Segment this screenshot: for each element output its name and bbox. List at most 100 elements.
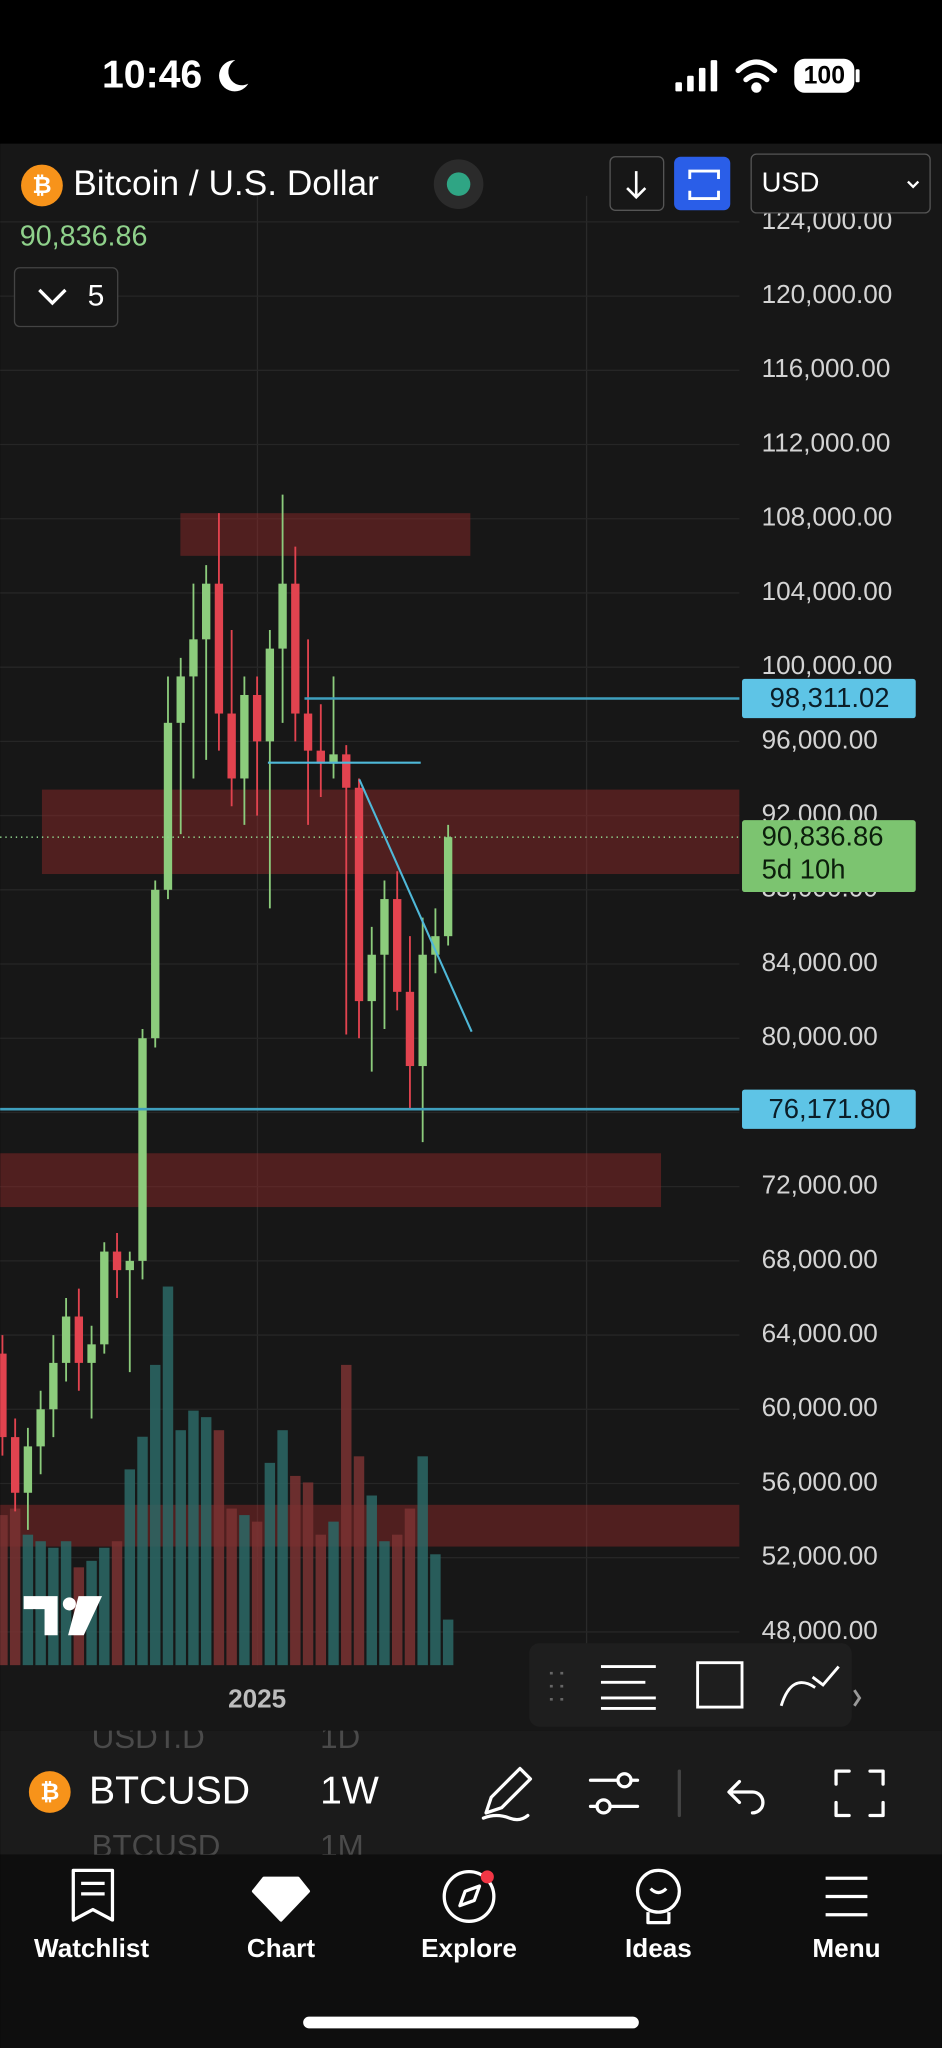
- candle-body: [0, 1353, 7, 1438]
- volume-bar: [175, 1430, 186, 1666]
- price-line-label: 76,171.80: [769, 1093, 891, 1124]
- candle-body: [10, 1437, 20, 1493]
- btc-icon[interactable]: [28, 1771, 71, 1813]
- candle-body: [74, 1316, 84, 1363]
- more-tools[interactable]: [853, 1689, 862, 1707]
- candle-body: [125, 1260, 134, 1271]
- volume-bar: [99, 1547, 110, 1666]
- clock: 10:46: [102, 53, 202, 96]
- tab-label[interactable]: Ideas: [625, 1933, 692, 1963]
- y-tick-label: 120,000.00: [762, 279, 893, 309]
- y-tick-label: 100,000.00: [762, 650, 893, 680]
- y-tick-label: 64,000.00: [762, 1318, 878, 1348]
- indicator-count: 5: [88, 280, 105, 313]
- volume-bar: [124, 1469, 135, 1666]
- tab-bar: [0, 1854, 942, 2048]
- candle-body: [214, 583, 224, 714]
- drawing-toolbar: [529, 1643, 852, 1727]
- y-tick-label: 80,000.00: [762, 1021, 878, 1051]
- y-tick-label: 48,000.00: [762, 1615, 878, 1645]
- shape-tool[interactable]: [696, 1661, 744, 1709]
- wifi-icon: [735, 59, 778, 93]
- download-icon: [626, 171, 647, 200]
- candle-body: [163, 722, 173, 890]
- bottom-toolbar: [0, 1730, 942, 1855]
- watchlist-icon[interactable]: [71, 1868, 115, 1922]
- symbol-title[interactable]: Bitcoin / U.S. Dollar: [73, 164, 379, 203]
- chevron: [38, 288, 67, 306]
- draw-button[interactable]: [481, 1766, 533, 1822]
- tab-label[interactable]: Menu: [812, 1933, 880, 1963]
- currency-select[interactable]: [750, 153, 931, 214]
- tab-label[interactable]: Chart: [247, 1933, 315, 1963]
- candle-body: [316, 750, 325, 764]
- price-zone: [41, 789, 740, 875]
- candle-body: [202, 583, 211, 640]
- btc-glyph: ₿: [32, 172, 51, 198]
- volume-bar: [404, 1508, 416, 1666]
- fullscreen-button[interactable]: [834, 1769, 885, 1818]
- overlay: ₿ Bitcoin / U.S. Dollar 90,836.86 5 USD: [13, 153, 931, 1727]
- candle-body: [252, 694, 262, 742]
- candle-body: [112, 1251, 122, 1271]
- candle-body: [431, 936, 440, 955]
- volume-bar: [315, 1534, 327, 1666]
- candle-body: [151, 889, 160, 1039]
- undo-button[interactable]: [727, 1779, 765, 1815]
- market-status[interactable]: [446, 172, 471, 196]
- indicator-toggle[interactable]: [13, 267, 119, 328]
- signal-icon: [675, 60, 718, 92]
- volume-bar: [290, 1475, 301, 1666]
- candle-body: [354, 787, 364, 1002]
- explore-icon[interactable]: [442, 1870, 496, 1923]
- chart-icon[interactable]: [251, 1876, 311, 1922]
- candle-body: [265, 648, 275, 742]
- y-tick-label: 108,000.00: [762, 502, 893, 532]
- candle-body: [61, 1316, 71, 1363]
- tab-label[interactable]: Watchlist: [34, 1933, 149, 1963]
- tab-label[interactable]: Explore: [421, 1933, 517, 1963]
- btc-glyph: ₿: [40, 1779, 59, 1805]
- y-tick-label: 116,000.00: [762, 353, 891, 383]
- y-tick-label: 112,000.00: [762, 427, 891, 457]
- volume-bar: [137, 1436, 148, 1666]
- sync-icon: [688, 169, 720, 200]
- volume-bar: [366, 1495, 377, 1666]
- price-zone: [0, 1153, 662, 1208]
- last-price-label: 90,836.86: [762, 821, 884, 852]
- ideas-icon[interactable]: [635, 1868, 681, 1914]
- settings-button[interactable]: [588, 1772, 640, 1815]
- menu-icon[interactable]: [825, 1876, 868, 1917]
- volume-bar: [251, 1521, 263, 1666]
- bar-countdown: 5d 10h: [762, 853, 846, 884]
- volume-bar: [391, 1534, 403, 1666]
- battery-tip: [855, 69, 860, 83]
- drag-handle[interactable]: [549, 1671, 564, 1701]
- symbol[interactable]: BTCUSD: [89, 1770, 250, 1813]
- volume-bar: [353, 1456, 365, 1666]
- brush-tool[interactable]: [779, 1665, 840, 1707]
- y-tick-label: 104,000.00: [762, 576, 893, 606]
- volume-bar: [277, 1430, 288, 1666]
- lines-tool[interactable]: [600, 1665, 656, 1710]
- volume-bar: [150, 1364, 161, 1666]
- candle-body: [380, 899, 389, 955]
- volume-bar: [302, 1482, 314, 1666]
- volume-bar: [328, 1521, 339, 1666]
- volume-bar: [226, 1508, 237, 1666]
- price-line-label-bg: [742, 1089, 916, 1129]
- candle-body: [405, 991, 415, 1067]
- interval[interactable]: 1W: [320, 1770, 379, 1813]
- candle-body: [443, 837, 453, 937]
- candle-body: [291, 583, 300, 714]
- volume-bar: [162, 1286, 174, 1666]
- currency: USD: [762, 166, 820, 197]
- candle-body: [176, 676, 185, 723]
- candle-body: [36, 1409, 45, 1447]
- battery-level: 100: [804, 63, 845, 90]
- candle-body: [367, 954, 376, 1002]
- sync-button[interactable]: [674, 156, 731, 211]
